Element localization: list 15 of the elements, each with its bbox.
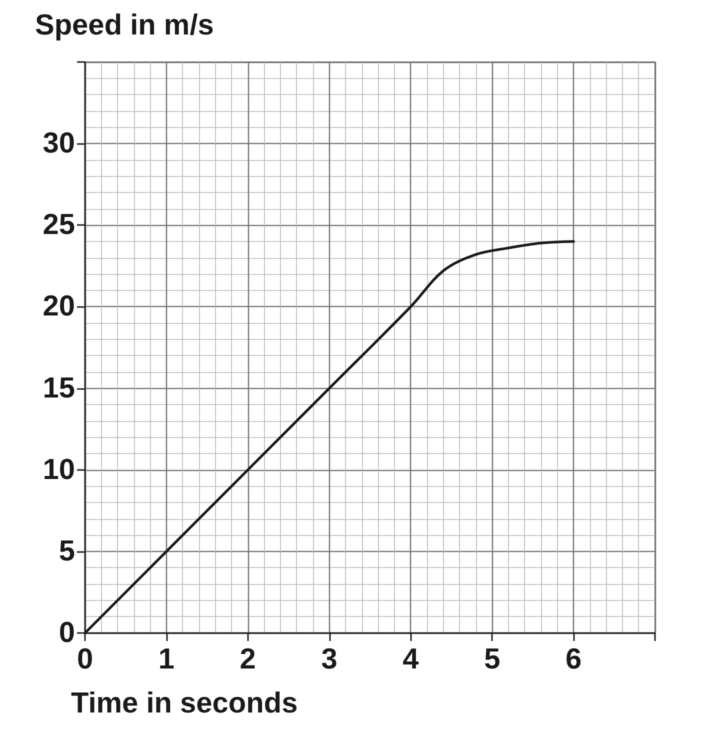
x-axis-title: Time in seconds [71,688,298,720]
x-tick-label: 4 [402,644,419,676]
x-tick-label: 3 [321,644,338,676]
y-axis-title: Speed in m/s [35,10,214,42]
y-tick-label: 15 [42,372,75,404]
y-tick-label: 0 [58,617,75,649]
y-tick-label: 20 [42,290,75,323]
y-tick-label: 30 [42,128,75,160]
x-tick-label: 6 [566,644,582,676]
y-tick-label: 5 [58,535,75,568]
x-tick-label: 5 [484,644,500,676]
y-tick-label: 10 [42,454,75,486]
x-tick-label: 1 [158,644,174,676]
x-tick-label: 2 [240,644,256,676]
y-tick-label: 25 [42,209,75,242]
